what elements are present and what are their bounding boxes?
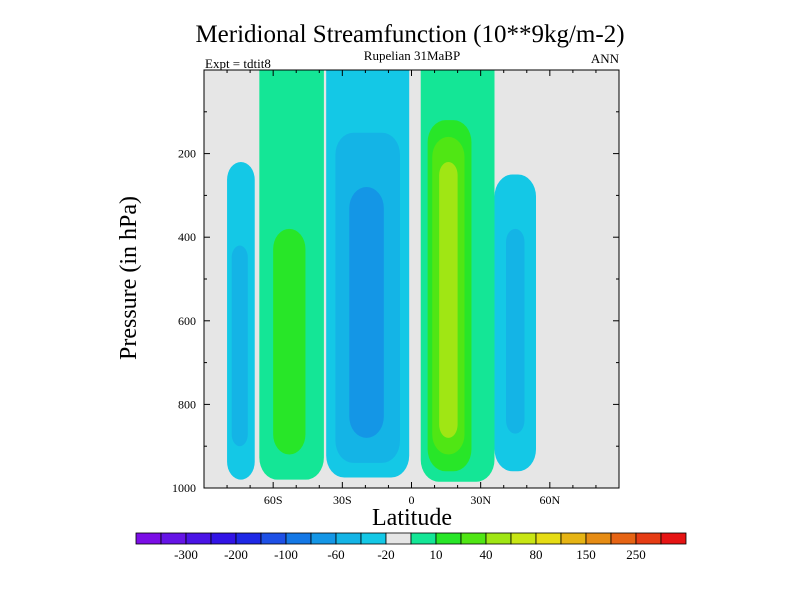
- y-tick-label: 1000: [172, 481, 196, 495]
- contour-sh-ferrel-core: [273, 228, 306, 455]
- x-tick-label: 30S: [333, 493, 352, 507]
- plot-frame: [203, 69, 620, 489]
- colorbar-swatch: [185, 532, 212, 545]
- colorbar-swatch: [635, 532, 662, 545]
- colorbar-swatch: [335, 532, 362, 545]
- colorbar-swatch: [610, 532, 637, 545]
- colorbar-swatch: [410, 532, 437, 545]
- colorbar-label: -200: [224, 547, 248, 562]
- colorbar-label: -300: [174, 547, 198, 562]
- y-tick-label: 400: [178, 230, 196, 244]
- expt-label: Expt = tdtit8: [205, 56, 271, 71]
- colorbar-label: 40: [480, 547, 493, 562]
- contour-sh-hadley-core: [349, 187, 384, 438]
- y-tick-label: 200: [178, 147, 196, 161]
- colorbar-swatch: [435, 532, 462, 545]
- colorbar-swatch: [485, 532, 512, 545]
- colorbar-label: -60: [327, 547, 344, 562]
- colorbar-label: -20: [377, 547, 394, 562]
- colorbar-swatch: [210, 532, 237, 545]
- x-axis-label: Latitude: [372, 505, 452, 531]
- contour-sh-polar-core: [231, 245, 248, 447]
- colorbar-swatch: [535, 532, 562, 545]
- x-tick-label: 0: [409, 493, 415, 507]
- y-tick-label: 800: [178, 397, 196, 411]
- colorbar: -300 -200 -100 -60 -20 10 40 80 150 250: [135, 532, 687, 562]
- contour-cells: [227, 70, 536, 482]
- colorbar-swatch: [585, 532, 612, 545]
- colorbar-label: 10: [430, 547, 443, 562]
- x-axis-ticks: 60S 30S 0 30N 60N: [226, 70, 597, 507]
- colorbar-label: 80: [530, 547, 543, 562]
- colorbar-swatch: [460, 532, 487, 545]
- colorbar-swatch: [285, 532, 312, 545]
- x-tick-label: 60S: [264, 493, 283, 507]
- colorbar-label: 250: [626, 547, 646, 562]
- colorbar-swatch: [360, 532, 387, 545]
- colorbar-swatch: [660, 532, 687, 545]
- colorbar-label: 150: [576, 547, 596, 562]
- y-axis-ticks: 200 400 600 800 1000: [172, 111, 619, 495]
- colorbar-swatch: [385, 532, 412, 545]
- colorbar-swatch: [510, 532, 537, 545]
- y-axis-label: Pressure (in hPa): [116, 196, 142, 360]
- contour-nh-hadley-inner: [439, 161, 458, 438]
- y-tick-label: 600: [178, 314, 196, 328]
- chart-title: Meridional Streamfunction (10**9kg/m-2): [195, 21, 624, 48]
- colorbar-swatch: [160, 532, 187, 545]
- colorbar-swatch: [560, 532, 587, 545]
- colorbar-swatch: [135, 532, 162, 545]
- colorbar-label: -100: [274, 547, 298, 562]
- x-tick-label: 60N: [539, 493, 560, 507]
- chart-subtitle: Rupelian 31MaBP: [364, 48, 460, 63]
- colorbar-swatch: [310, 532, 337, 545]
- colorbar-swatch: [235, 532, 262, 545]
- x-tick-label: 30N: [470, 493, 491, 507]
- season-label: ANN: [591, 51, 620, 66]
- contour-nh-ferrel-core: [506, 228, 525, 434]
- colorbar-swatch: [260, 532, 287, 545]
